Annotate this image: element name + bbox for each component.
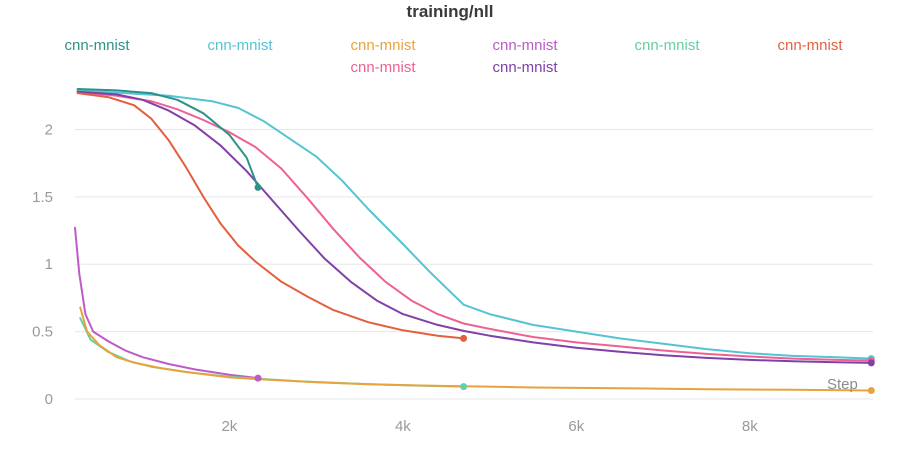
legend-item[interactable]: cnn-mnist xyxy=(350,37,416,54)
series-end-dot xyxy=(254,183,262,191)
y-tick-label: 1.5 xyxy=(32,189,53,206)
series-end-dot xyxy=(460,383,468,391)
y-tick-label: 2 xyxy=(45,121,53,138)
legend-item[interactable]: cnn-mnist xyxy=(492,59,558,76)
legend-item[interactable]: cnn-mnist xyxy=(64,37,130,54)
chart-title: training/nll xyxy=(406,2,494,21)
legend-item[interactable]: cnn-mnist xyxy=(492,37,558,54)
legend-item[interactable]: cnn-mnist xyxy=(350,59,416,76)
x-tick-label: 4k xyxy=(395,418,411,435)
y-tick-label: 1 xyxy=(45,256,53,273)
legend: cnn-mnist cnn-mnist cnn-mnist cnn-mnist cnn-… xyxy=(0,0,900,80)
series-line xyxy=(76,92,465,340)
series-line xyxy=(76,90,873,362)
series-end-dot xyxy=(254,374,262,382)
series-line xyxy=(79,306,873,392)
series-line xyxy=(76,90,873,364)
series-line xyxy=(76,88,259,189)
legend-item[interactable]: cnn-mnist xyxy=(777,37,843,54)
legend-item[interactable]: cnn-mnist xyxy=(634,37,700,54)
x-axis-label: Step xyxy=(827,376,858,393)
series-end-dot xyxy=(867,359,875,367)
legend-item[interactable]: cnn-mnist xyxy=(207,37,273,54)
x-tick-label: 2k xyxy=(221,418,237,435)
series-line xyxy=(74,226,259,380)
x-tick-label: 6k xyxy=(568,418,584,435)
series-line xyxy=(79,317,465,388)
y-tick-label: 0 xyxy=(45,391,53,408)
series-end-dot xyxy=(460,334,468,342)
y-tick-label: 0.5 xyxy=(32,324,53,341)
series-line xyxy=(76,89,873,360)
series-end-dot xyxy=(867,387,875,395)
x-tick-label: 8k xyxy=(742,418,758,435)
